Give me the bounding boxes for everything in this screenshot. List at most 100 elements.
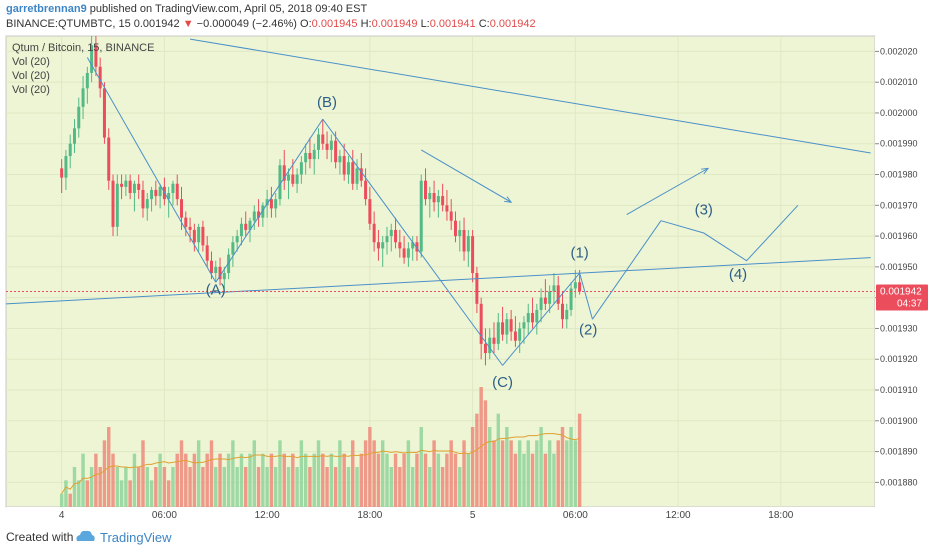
time-tick-label: 4: [59, 510, 65, 521]
candle-body: [501, 322, 505, 335]
volume-bar: [393, 453, 398, 507]
price-tick-label: 0.001970: [880, 200, 918, 210]
candle-body: [248, 220, 252, 230]
volume-bar: [406, 440, 411, 507]
trend-bottom-line: [5, 257, 871, 305]
candle-body: [85, 72, 89, 89]
candle-body: [496, 322, 500, 344]
wave-c-down-line: [322, 118, 503, 366]
candle-body: [531, 313, 535, 323]
volume-bar: [64, 480, 68, 507]
candle-body: [64, 156, 68, 178]
volume-bar: [363, 440, 368, 507]
candle-body: [329, 140, 333, 150]
volume-bar: [552, 453, 556, 507]
volume-bar: [209, 440, 214, 507]
candle-body: [458, 229, 462, 237]
volume-bar: [256, 467, 261, 507]
volume-bar: [351, 440, 355, 507]
volume-bar: [325, 467, 329, 507]
volume-bar: [261, 453, 265, 507]
candle-body: [334, 140, 338, 163]
wave-label: (A): [206, 282, 226, 299]
time-tick-labels: 4 06:00 12:00 18:00 5 06:00 12:00 18:00: [59, 510, 794, 521]
candle-body: [235, 236, 239, 243]
volume-bar: [423, 453, 428, 507]
volume-bar: [539, 427, 543, 507]
candle-body: [561, 303, 565, 320]
volume-bar: [94, 453, 98, 507]
wave-label: (B): [317, 94, 337, 111]
candle-body: [364, 180, 368, 200]
candle-body: [342, 156, 346, 175]
author-link[interactable]: garretbrennan9: [6, 3, 87, 15]
last-price: 0.001942: [133, 18, 180, 30]
tradingview-cloud-icon: [76, 530, 95, 541]
projection-line: [660, 204, 799, 262]
candle-body: [424, 180, 428, 200]
price-tag: 0.001942 04:37: [876, 284, 928, 311]
candle-body: [526, 313, 530, 323]
price-axis[interactable]: [875, 36, 932, 507]
volume-bar: [248, 453, 252, 507]
candle-body: [218, 266, 222, 280]
candle-body: [394, 229, 398, 243]
candle-body: [81, 88, 85, 107]
price-tag-countdown: 04:37: [897, 299, 922, 310]
wave-b-up-line: [215, 118, 324, 283]
volume-bar: [453, 453, 458, 507]
plot-area[interactable]: [5, 35, 876, 508]
candle-body: [428, 193, 432, 200]
candle-body: [359, 168, 363, 181]
volume-bar: [218, 453, 222, 507]
candle-body: [107, 137, 111, 181]
legend-title: Qtum / Bitcoin, 15, BINANCE: [12, 42, 154, 54]
volume-bar: [372, 440, 376, 507]
volume-bar: [145, 467, 149, 507]
volume-bar: [231, 440, 235, 507]
volume-bar: [359, 453, 364, 507]
volume-bar: [214, 467, 218, 507]
change-value: −0.000049 (−2.46%): [196, 18, 297, 30]
candle-body: [346, 162, 350, 175]
volume-bar: [530, 453, 535, 507]
volume-bar: [432, 440, 436, 507]
projection-arrow-line: [626, 167, 709, 215]
price-tick-label: 0.001910: [880, 385, 918, 395]
candle-body: [398, 242, 402, 249]
time-axis[interactable]: [6, 507, 932, 522]
candle-body: [522, 322, 526, 329]
volume-bar: [316, 440, 321, 507]
wave-ab-down-line: [86, 57, 217, 283]
volume-bar: [154, 467, 158, 507]
volume-bar: [449, 440, 453, 507]
price-chart[interactable]: 0.002020 0.002010 0.002000 0.001990 0.001980…: [0, 0, 932, 522]
volume-bar: [124, 467, 128, 507]
candle-body: [552, 285, 556, 292]
volume-bar: [239, 453, 244, 507]
candle-body: [573, 282, 577, 289]
volume-bar: [188, 467, 192, 507]
candle-body: [316, 134, 320, 150]
candle-body: [201, 226, 205, 246]
volume-bar: [98, 467, 102, 507]
candle-body: [338, 156, 342, 163]
volume-bar: [565, 440, 569, 507]
volume-bar: [376, 453, 381, 507]
candle-body: [304, 152, 308, 163]
candle-body: [257, 211, 261, 218]
volume-bar: [269, 453, 274, 507]
price-tag-box: [876, 284, 928, 311]
candle-body: [565, 309, 569, 320]
volume-bar: [445, 453, 449, 507]
candle-body: [77, 106, 81, 129]
tradingview-brand[interactable]: TradingView: [100, 530, 172, 545]
candle-body: [513, 331, 517, 341]
volume-bar: [291, 453, 295, 507]
volume-bar: [368, 427, 372, 507]
volume-bar: [338, 440, 342, 507]
volume-bar: [175, 453, 179, 507]
trend-top-line: [189, 38, 871, 154]
volume-bar: [398, 467, 402, 507]
candle-body: [441, 196, 445, 206]
